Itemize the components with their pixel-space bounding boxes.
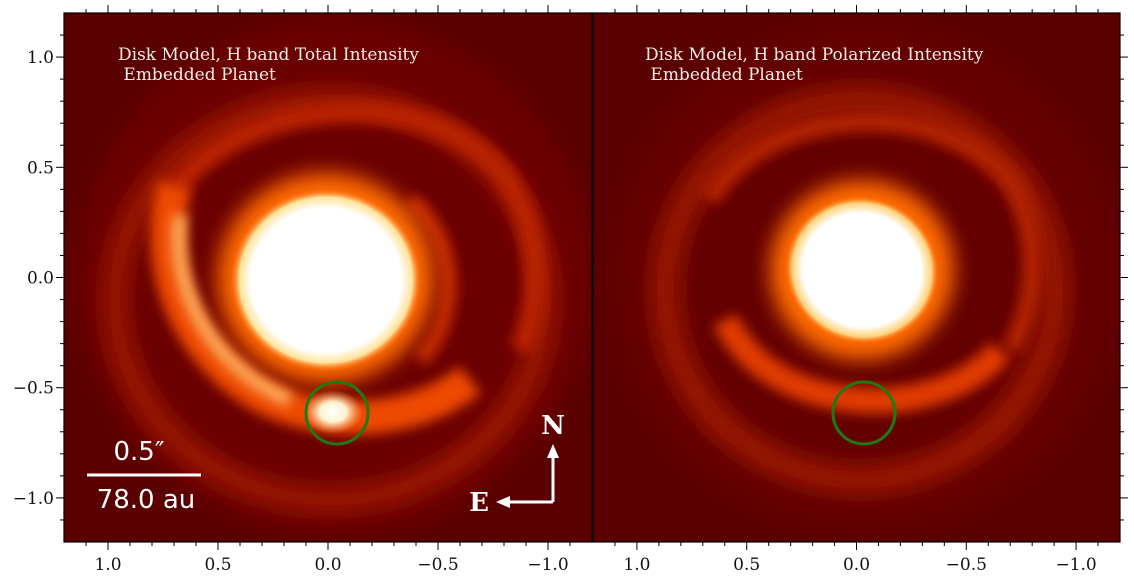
compass-north-arrowhead: [547, 444, 559, 458]
right-x-tick-label: 0.5: [733, 555, 760, 575]
left-planet-signal: [303, 390, 363, 434]
left-x-tick-label: 0.5: [204, 555, 231, 575]
left-panel: Disk Model, H band Total Intensity Embed…: [64, 13, 592, 542]
left-core: [230, 188, 422, 372]
right-x-tick-label: −0.5: [946, 555, 987, 575]
right-x-tick-label: 0.0: [843, 555, 870, 575]
y-tick-label: 0.5: [27, 158, 54, 178]
y-tick-label: 1.0: [27, 48, 54, 68]
left-spiral-arm-upper: [166, 100, 547, 355]
y-tick-label: −1.0: [13, 489, 54, 509]
axes-layer: 1.0 0.5 0.0 −0.5 −1.0 1.0 0.5 0.0 −0.5 −1.0 1.0 0.5…: [13, 5, 1128, 575]
right-panel: Disk Model, H band Polarized Intensity E…: [593, 13, 1120, 542]
right-spiral-arm-lower: [713, 313, 1011, 414]
left-inner-ring: [404, 193, 457, 366]
left-panel-title-line-1: Disk Model, H band Total Intensity: [118, 45, 419, 65]
y-tick-label: −0.5: [13, 379, 54, 399]
right-spiral-arm-upper: [701, 111, 1043, 356]
right-panel-title-line-2: Embedded Planet: [645, 65, 803, 85]
right-panel-title-line-1: Disk Model, H band Polarized Intensity: [645, 45, 984, 65]
right-core: [784, 195, 940, 345]
right-x-tick-label: −1.0: [1055, 555, 1096, 575]
right-outer-ring: [650, 85, 1070, 495]
left-spiral-arm-highlight: [171, 214, 293, 407]
y-tick-label: 0.0: [27, 269, 54, 289]
left-planet-marker: [304, 380, 370, 446]
scale-bar-physical-label: 78.0 au: [97, 485, 196, 515]
right-x-tick-label: 1.0: [623, 555, 650, 575]
left-spiral-arm-lower: [150, 180, 481, 435]
compass-east-arrowhead: [496, 496, 510, 508]
left-x-tick-label: −0.5: [417, 555, 458, 575]
left-panel-title-line-2: Embedded Planet: [118, 65, 276, 85]
compass-east-label: E: [469, 488, 489, 518]
left-x-tick-label: −1.0: [527, 555, 568, 575]
left-x-tick-label: 0.0: [314, 555, 341, 575]
compass-north-label: N: [541, 411, 565, 441]
left-x-tick-label: 1.0: [94, 555, 121, 575]
scale-bar-angular-label: 0.5″: [113, 437, 164, 467]
right-planet-marker: [831, 380, 897, 446]
